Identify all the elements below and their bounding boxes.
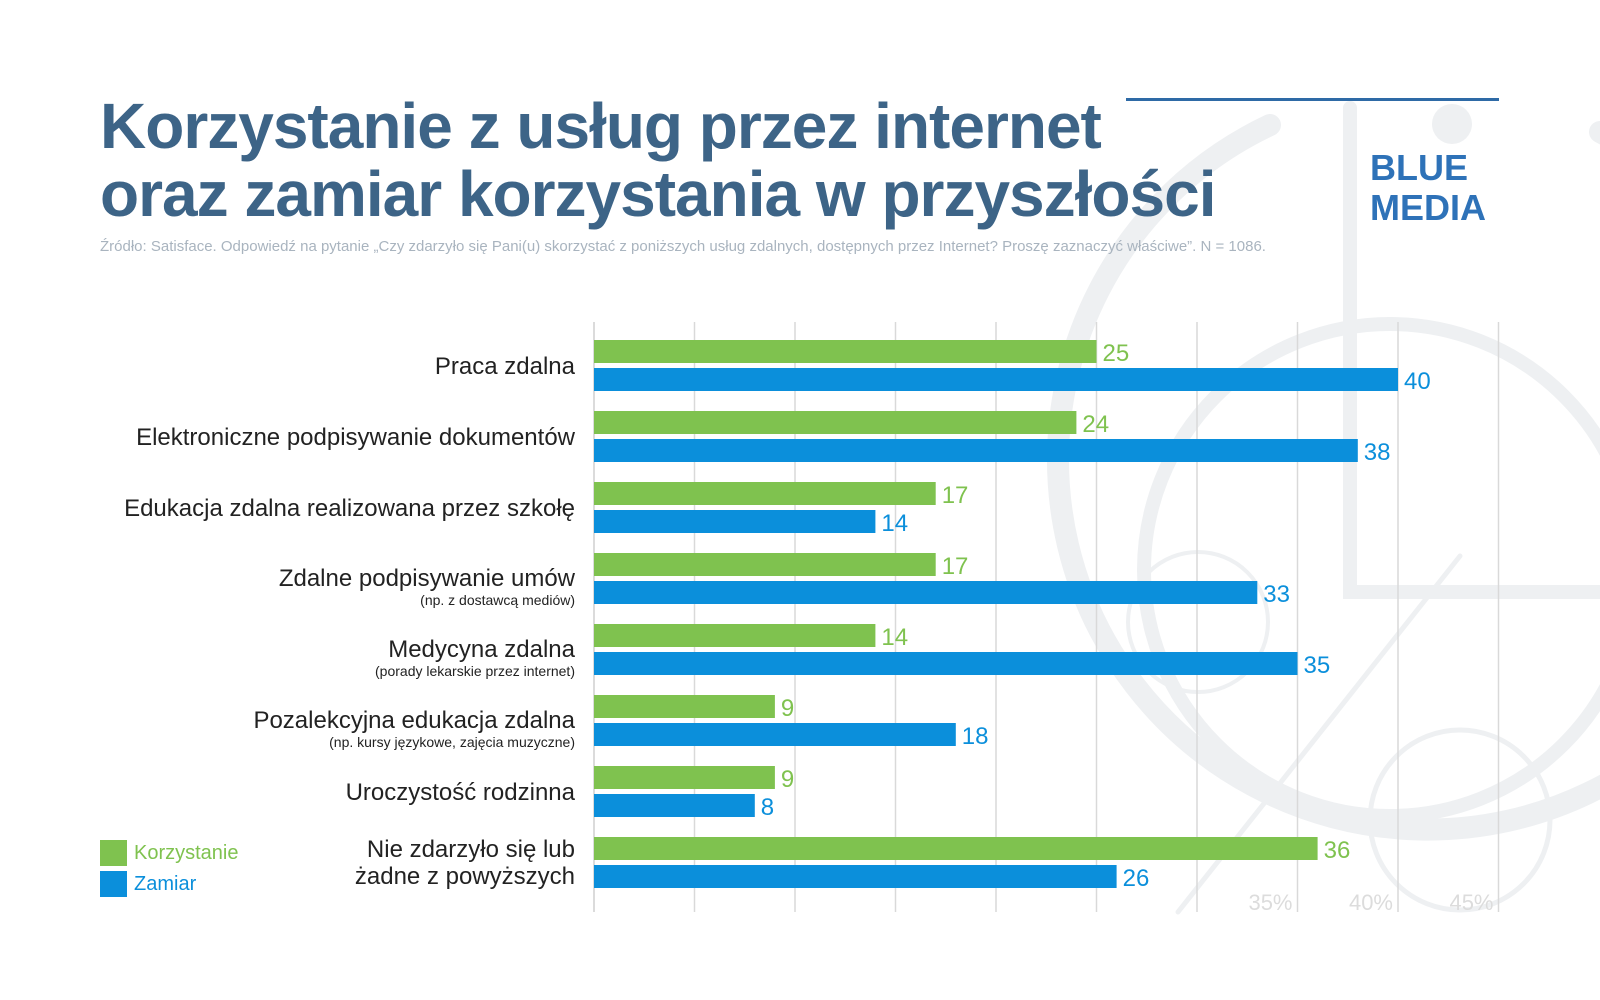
category-sublabel: (porady lekarskie przez internet) [375, 663, 575, 679]
bar-korzystanie [594, 553, 936, 576]
bar-korzystanie [594, 482, 936, 505]
bar-korzystanie [594, 411, 1077, 434]
legend-item-zamiar: Zamiar [100, 871, 239, 897]
value-label: 36 [1324, 837, 1351, 864]
value-label: 25 [1103, 340, 1130, 367]
bar-zamiar [594, 794, 755, 817]
bar-zamiar [594, 581, 1258, 604]
bar-zamiar [594, 652, 1298, 675]
bar-korzystanie [594, 695, 775, 718]
source-note: Źródło: Satisface. Odpowiedź na pytanie … [100, 238, 1266, 255]
category-label: Zdalne podpisywanie umów [279, 565, 576, 592]
bar-zamiar [594, 865, 1117, 888]
category-label: Medycyna zdalna [388, 636, 575, 663]
legend-label-zamiar: Zamiar [134, 872, 197, 895]
value-label: 14 [881, 624, 908, 651]
legend-swatch-zamiar [100, 871, 127, 897]
title-line-1: Korzystanie z usług przez internet [100, 90, 1102, 162]
page-title: Korzystanie z usług przez internet oraz … [100, 90, 1216, 230]
legend: Korzystanie Zamiar [100, 840, 239, 902]
bar-zamiar [594, 439, 1358, 462]
category-label: Pozalekcyjna edukacja zdalna [253, 707, 575, 734]
category-sublabel: (np. z dostawcą mediów) [420, 592, 575, 608]
title-line-2: oraz zamiar korzystania w przyszłości [100, 158, 1216, 230]
bar-korzystanie [594, 340, 1097, 363]
value-label: 8 [761, 794, 774, 821]
legend-label-korzystanie: Korzystanie [134, 841, 239, 864]
brand-line-2: MEDIA [1370, 187, 1486, 228]
bar-zamiar [594, 368, 1398, 391]
value-label: 17 [942, 482, 969, 509]
bar-korzystanie [594, 766, 775, 789]
value-label: 33 [1263, 581, 1290, 608]
value-label: 26 [1123, 865, 1150, 892]
tick-label: 45% [1449, 890, 1493, 915]
value-label: 18 [962, 723, 989, 750]
value-label: 35 [1304, 652, 1331, 679]
value-label: 9 [781, 695, 794, 722]
value-label: 24 [1082, 411, 1109, 438]
brand-divider [1126, 98, 1499, 101]
value-label: 17 [942, 553, 969, 580]
bar-zamiar [594, 510, 876, 533]
brand-line-1: BLUE [1370, 147, 1468, 188]
legend-swatch-korzystanie [100, 840, 127, 866]
value-label: 9 [781, 766, 794, 793]
category-label: Praca zdalna [435, 353, 576, 380]
category-label: Nie zdarzyło się lub [367, 836, 575, 863]
category-label: Edukacja zdalna realizowana przez szkołę [124, 495, 575, 522]
brand-logo: BLUE MEDIA [1370, 148, 1486, 228]
value-label: 40 [1404, 368, 1431, 395]
bar-zamiar [594, 723, 956, 746]
tick-label: 40% [1349, 890, 1393, 915]
value-label: 14 [881, 510, 908, 537]
category-sublabel: (np. kursy językowe, zajęcia muzyczne) [329, 734, 575, 750]
category-label: Elektroniczne podpisywanie dokumentów [136, 424, 576, 451]
tick-label: 35% [1248, 890, 1292, 915]
bar-korzystanie [594, 837, 1318, 860]
category-label: Uroczystość rodzinna [346, 779, 576, 806]
value-label: 38 [1364, 439, 1391, 466]
category-label-line-2: żadne z powyższych [355, 863, 575, 890]
bar-korzystanie [594, 624, 876, 647]
legend-item-korzystanie: Korzystanie [100, 840, 239, 866]
